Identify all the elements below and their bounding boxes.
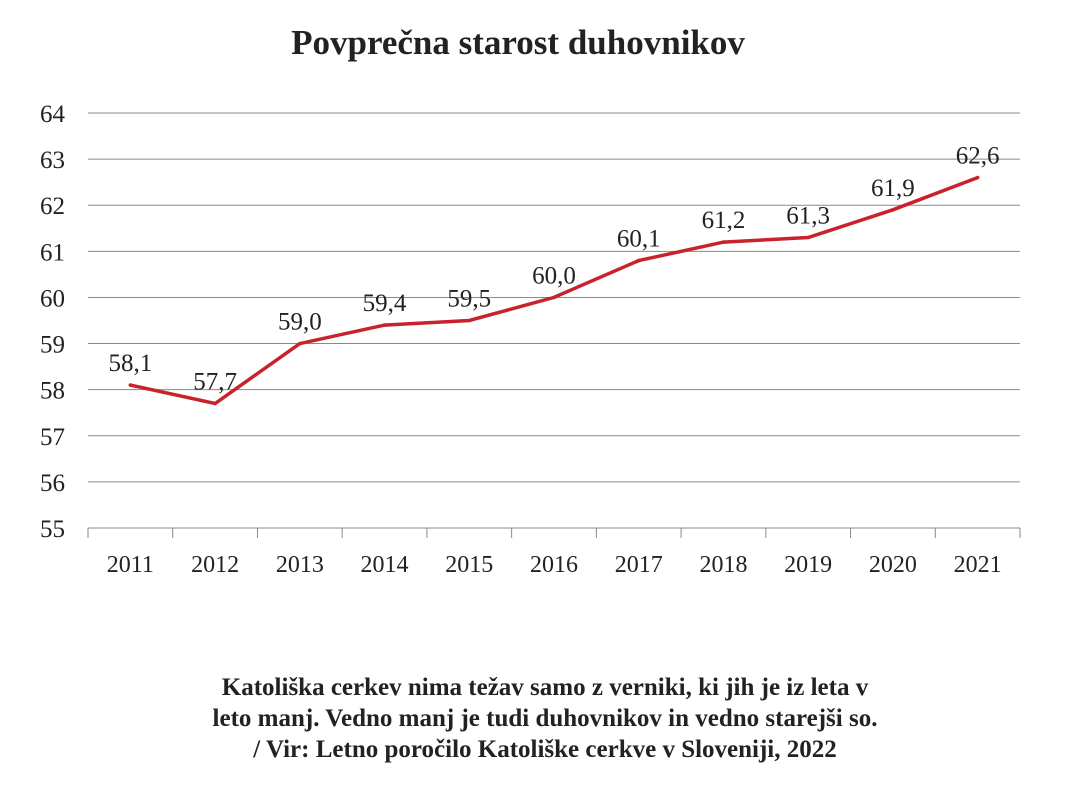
x-tick-label: 2012 [191, 552, 239, 578]
data-point [382, 323, 387, 327]
data-point [636, 258, 641, 263]
x-tick-label: 2018 [699, 552, 747, 578]
data-label: 61,9 [871, 175, 915, 202]
y-tick-label: 57 [40, 424, 65, 451]
x-tick-label: 2016 [530, 552, 578, 578]
y-tick-label: 64 [40, 101, 66, 128]
data-label: 58,1 [108, 350, 152, 377]
caption-line-3: / Vir: Letno poročilo Katoliške cerkve v… [253, 736, 837, 763]
data-series [128, 175, 980, 406]
data-label: 59,5 [447, 286, 491, 313]
x-axis: 2011 2012 2013 2014 2015 2016 2017 2018 2019 2020… [87, 528, 1021, 578]
y-tick-label: 58 [40, 378, 65, 405]
data-label: 61,3 [786, 203, 830, 230]
data-point [721, 240, 726, 244]
y-tick-label: 55 [40, 516, 65, 543]
y-tick-label: 59 [40, 332, 65, 359]
data-label: 59,4 [363, 290, 407, 317]
x-tick-label: 2020 [869, 552, 917, 578]
x-tick-label: 2013 [276, 552, 324, 578]
data-point [806, 235, 810, 240]
y-axis: 55 56 57 58 59 60 61 62 63 64 [40, 101, 66, 543]
data-point [467, 318, 472, 323]
x-tick-label: 2019 [784, 552, 832, 578]
chart-title: Povprečna starost duhovnikov [291, 23, 745, 62]
x-tick-label: 2011 [107, 552, 154, 578]
data-point [213, 401, 217, 406]
y-tick-label: 61 [40, 239, 65, 266]
caption-line-1: Katoliška cerkev nima težav samo z verni… [221, 674, 869, 701]
data-label: 61,2 [702, 207, 746, 234]
y-tick-label: 56 [40, 470, 65, 497]
x-tick-label: 2017 [615, 552, 663, 578]
x-tick-label: 2021 [954, 552, 1002, 578]
data-point [891, 208, 895, 212]
data-label: 62,6 [956, 143, 1000, 170]
y-tick-label: 62 [40, 193, 65, 220]
data-label: 60,1 [617, 226, 661, 253]
data-point [298, 341, 302, 346]
data-labels: 58,1 57,7 59,0 59,4 59,5 60,0 60,1 61,2 61,3 61,9… [108, 143, 999, 396]
series-line [130, 175, 979, 406]
data-label: 57,7 [193, 369, 237, 396]
y-tick-label: 63 [40, 147, 65, 174]
data-point [975, 175, 980, 180]
data-point [128, 383, 133, 387]
data-label: 60,0 [532, 262, 576, 289]
data-point [552, 295, 556, 300]
data-label: 59,0 [278, 309, 322, 336]
x-tick-label: 2015 [445, 552, 493, 578]
caption-line-2: leto manj. Vedno manj je tudi duhovnikov… [212, 705, 878, 732]
y-tick-label: 60 [40, 285, 65, 312]
x-tick-label: 2014 [361, 552, 409, 578]
chart-caption: Katoliška cerkev nima težav samo z verni… [80, 672, 1010, 765]
